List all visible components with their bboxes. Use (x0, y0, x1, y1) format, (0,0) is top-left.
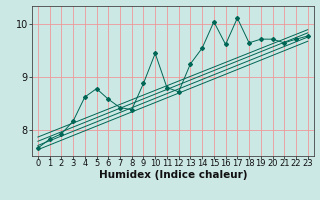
X-axis label: Humidex (Indice chaleur): Humidex (Indice chaleur) (99, 170, 247, 180)
